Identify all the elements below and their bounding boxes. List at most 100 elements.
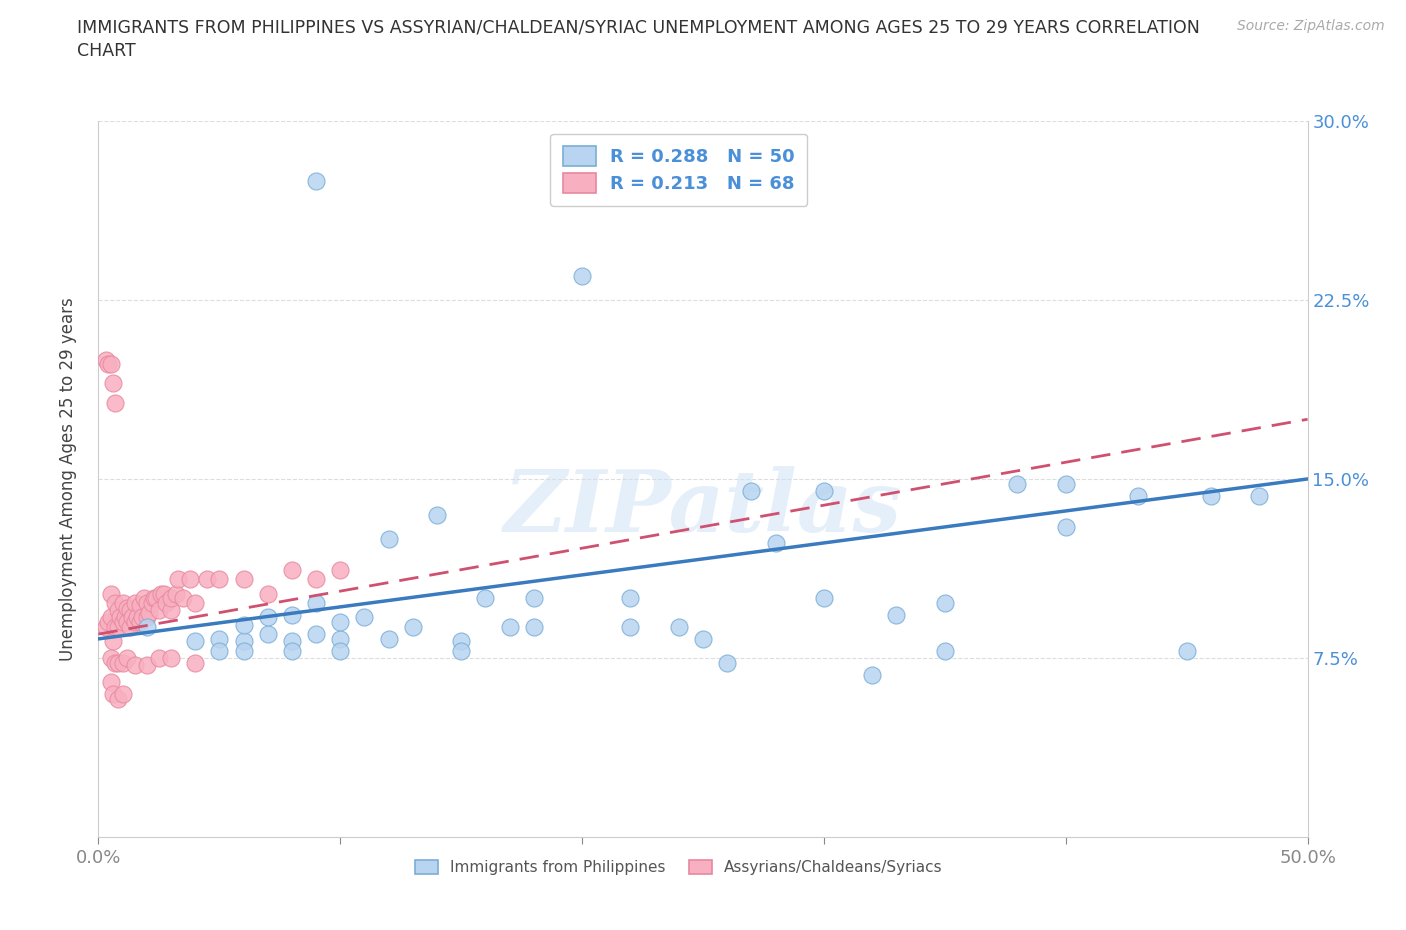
Point [256, 627, 278, 642]
Point [165, 586, 187, 601]
Point [281, 607, 304, 622]
Point [160, 651, 183, 666]
Point [256, 586, 278, 601]
Point [692, 631, 714, 646]
Point [100, 610, 122, 625]
Point [100, 674, 122, 689]
Point [402, 619, 425, 634]
Point [94, 352, 117, 367]
Point [101, 634, 124, 649]
Point [208, 644, 231, 658]
Point [195, 572, 218, 587]
Point [377, 631, 399, 646]
Point [934, 595, 956, 610]
Point [160, 603, 183, 618]
Point [97, 357, 120, 372]
Point [232, 618, 254, 632]
Point [135, 658, 157, 672]
Point [305, 173, 328, 188]
Point [152, 586, 174, 601]
Point [305, 572, 328, 587]
Point [571, 269, 593, 284]
Point [329, 631, 352, 646]
Point [232, 572, 254, 587]
Point [114, 610, 136, 625]
Point [117, 601, 139, 616]
Point [107, 619, 129, 634]
Point [104, 656, 127, 671]
Point [167, 572, 190, 587]
Point [107, 656, 129, 671]
Point [232, 644, 254, 658]
Point [100, 586, 122, 601]
Point [619, 591, 641, 605]
Point [1054, 476, 1077, 491]
Point [619, 619, 641, 634]
Point [111, 595, 134, 610]
Point [329, 615, 352, 630]
Point [135, 595, 157, 610]
Point [281, 634, 304, 649]
Point [121, 610, 143, 625]
Y-axis label: Unemployment Among Ages 25 to 29 years: Unemployment Among Ages 25 to 29 years [59, 297, 77, 661]
Point [1175, 644, 1198, 658]
Point [107, 603, 129, 618]
Point [128, 598, 150, 613]
Point [426, 508, 449, 523]
Point [124, 658, 146, 672]
Point [107, 691, 129, 706]
Point [155, 595, 177, 610]
Point [523, 591, 546, 605]
Point [127, 610, 149, 625]
Point [305, 627, 328, 642]
Text: Source: ZipAtlas.com: Source: ZipAtlas.com [1237, 19, 1385, 33]
Point [281, 563, 304, 578]
Point [813, 591, 835, 605]
Point [886, 607, 908, 622]
Point [1249, 488, 1271, 503]
Point [329, 644, 352, 658]
Point [523, 619, 546, 634]
Point [97, 615, 120, 630]
Point [740, 484, 762, 498]
Point [100, 651, 122, 666]
Point [498, 619, 520, 634]
Point [124, 595, 146, 610]
Point [765, 536, 787, 551]
Point [934, 644, 956, 658]
Point [860, 667, 883, 682]
Text: IMMIGRANTS FROM PHILIPPINES VS ASSYRIAN/CHALDEAN/SYRIAC UNEMPLOYMENT AMONG AGES : IMMIGRANTS FROM PHILIPPINES VS ASSYRIAN/… [77, 19, 1201, 36]
Point [172, 591, 194, 605]
Point [474, 591, 496, 605]
Point [1007, 476, 1029, 491]
Point [111, 656, 134, 671]
Legend: Immigrants from Philippines, Assyrians/Chaldeans/Syriacs: Immigrants from Philippines, Assyrians/C… [408, 853, 950, 884]
Point [94, 619, 117, 634]
Point [135, 610, 157, 625]
Point [101, 686, 124, 701]
Point [184, 595, 207, 610]
Point [131, 610, 153, 625]
Point [134, 591, 156, 605]
Point [668, 619, 690, 634]
Point [141, 595, 163, 610]
Point [450, 634, 472, 649]
Text: CHART: CHART [77, 42, 136, 60]
Point [145, 591, 167, 605]
Point [128, 615, 150, 630]
Point [108, 610, 131, 625]
Point [104, 619, 127, 634]
Point [208, 631, 231, 646]
Point [353, 610, 375, 625]
Point [111, 686, 134, 701]
Point [124, 615, 146, 630]
Point [138, 605, 160, 620]
Point [101, 376, 124, 391]
Point [179, 572, 201, 587]
Point [377, 531, 399, 546]
Point [184, 656, 207, 671]
Point [104, 395, 127, 410]
Point [150, 586, 173, 601]
Point [160, 591, 183, 605]
Point [111, 615, 134, 630]
